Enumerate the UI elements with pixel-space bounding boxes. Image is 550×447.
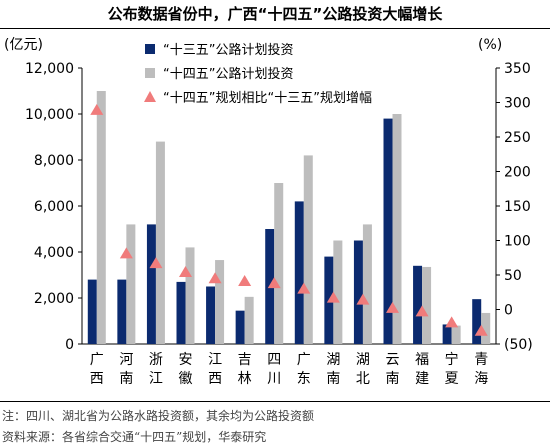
category-label: 青 <box>474 352 488 368</box>
left-tick-label: 0 <box>65 337 74 353</box>
legend-swatch-shisiwu <box>145 68 155 78</box>
bar-shisiwu <box>481 312 491 344</box>
right-tick-label: (50) <box>504 337 533 353</box>
category-label: 安 <box>179 352 193 368</box>
category-label: 宁 <box>445 351 459 368</box>
left-tick-label: 10,000 <box>25 107 74 123</box>
category-label: 福 <box>415 352 429 368</box>
bar-shisanwu <box>235 310 245 344</box>
category-label: 云 <box>386 352 400 368</box>
category-label: 江 <box>149 371 163 387</box>
category-label: 东 <box>297 371 311 387</box>
bar-shisiwu <box>362 224 372 344</box>
category-label: 西 <box>208 371 222 387</box>
legend-label-shisanwu: “十三五”公路计划投资 <box>163 42 293 58</box>
bar-shisiwu <box>155 141 165 344</box>
growth-marker <box>326 291 340 303</box>
growth-marker <box>238 275 252 287</box>
right-tick-label: 200 <box>504 165 531 181</box>
growth-marker <box>179 266 192 278</box>
growth-marker <box>90 103 104 115</box>
bar-shisanwu <box>206 286 216 344</box>
category-label: 浙 <box>149 352 163 368</box>
category-label: 海 <box>474 371 488 387</box>
bar-shisiwu <box>215 260 225 344</box>
category-label: 北 <box>356 371 370 387</box>
category-label: 河 <box>119 352 133 368</box>
bar-shisiwu <box>422 266 432 344</box>
growth-marker <box>415 305 429 317</box>
growth-marker <box>386 301 399 313</box>
left-tick-label: 4,000 <box>34 245 74 261</box>
growth-marker <box>445 316 459 328</box>
right-tick-label: 0 <box>504 303 513 319</box>
left-tick-label: 12,000 <box>25 61 74 77</box>
bar-shisanwu <box>442 324 452 344</box>
category-label: 建 <box>415 371 429 387</box>
category-label: 广 <box>90 352 104 368</box>
category-label: 西 <box>90 371 104 387</box>
category-label: 吉 <box>238 352 252 368</box>
bar-shisanwu <box>87 279 97 344</box>
category-label: 南 <box>386 371 400 387</box>
bar-shisanwu <box>353 240 363 344</box>
bar-shisiwu <box>451 325 461 344</box>
bar-shisiwu <box>126 224 136 344</box>
left-tick-label: 8,000 <box>34 153 74 169</box>
category-label: 四 <box>267 352 281 368</box>
growth-marker <box>119 247 133 259</box>
source-note: 资料来源：各省综合交通“十四五”规划，华泰研究 <box>2 430 267 444</box>
growth-marker <box>208 272 222 284</box>
category-label: 江 <box>208 352 222 368</box>
legend-label-shisiwu: “十四五”公路计划投资 <box>163 66 293 82</box>
bar-shisiwu <box>274 183 284 344</box>
bar-shisiwu <box>333 240 343 344</box>
category-label: 湖 <box>326 352 340 368</box>
legend-swatch-shisanwu <box>145 44 155 54</box>
category-label: 湖 <box>356 352 370 368</box>
growth-marker <box>356 293 370 305</box>
bar-shisanwu <box>146 224 156 344</box>
bar-shisiwu <box>392 114 402 344</box>
bar-shisiwu <box>244 296 254 344</box>
right-tick-label: 250 <box>504 130 531 146</box>
title-divider <box>0 28 550 29</box>
growth-marker <box>297 282 311 294</box>
legend-swatch-growth <box>144 91 156 102</box>
legend-label-growth: “十四五”规划相比“十三五”规划增幅 <box>163 91 372 106</box>
category-label: 南 <box>326 371 340 387</box>
chart-title: 公布数据省份中，广西“十四五”公路投资大幅增长 <box>107 5 443 23</box>
right-tick-label: 350 <box>504 61 531 77</box>
right-tick-label: 100 <box>504 234 531 250</box>
category-label: 川 <box>267 371 281 387</box>
category-label: 南 <box>119 371 133 387</box>
bar-shisiwu <box>185 247 195 344</box>
category-label: 林 <box>238 371 252 387</box>
bar-shisiwu <box>96 91 106 344</box>
growth-marker <box>267 277 281 289</box>
left-tick-label: 6,000 <box>34 199 74 215</box>
growth-marker <box>149 257 163 269</box>
right-tick-label: 300 <box>504 96 531 112</box>
bar-shisanwu <box>472 299 482 344</box>
category-label: 徽 <box>179 371 193 387</box>
left-axis-unit: (亿元) <box>4 37 43 53</box>
category-label: 广 <box>297 352 311 368</box>
notes-divider <box>0 401 550 402</box>
right-axis-unit: (%) <box>478 37 502 53</box>
right-tick-label: 150 <box>504 199 531 215</box>
bar-shisanwu <box>117 279 127 344</box>
bar-shisanwu <box>176 281 186 344</box>
footnote: 注：四川、湖北省为公路水路投资额，其余均为公路投资额 <box>2 409 315 423</box>
left-tick-label: 2,000 <box>34 291 74 307</box>
bar-shisiwu <box>303 155 313 344</box>
chart-area: 0 2,000 4,000 6,000 8,000 10,000 12,000 (50) 0 50… <box>4 37 533 387</box>
bar-shisanwu <box>383 118 393 344</box>
right-tick-label: 50 <box>504 268 522 284</box>
bar-shisanwu <box>413 265 423 344</box>
bar-shisanwu <box>294 201 304 344</box>
category-label: 夏 <box>445 371 459 387</box>
growth-marker <box>474 324 488 336</box>
